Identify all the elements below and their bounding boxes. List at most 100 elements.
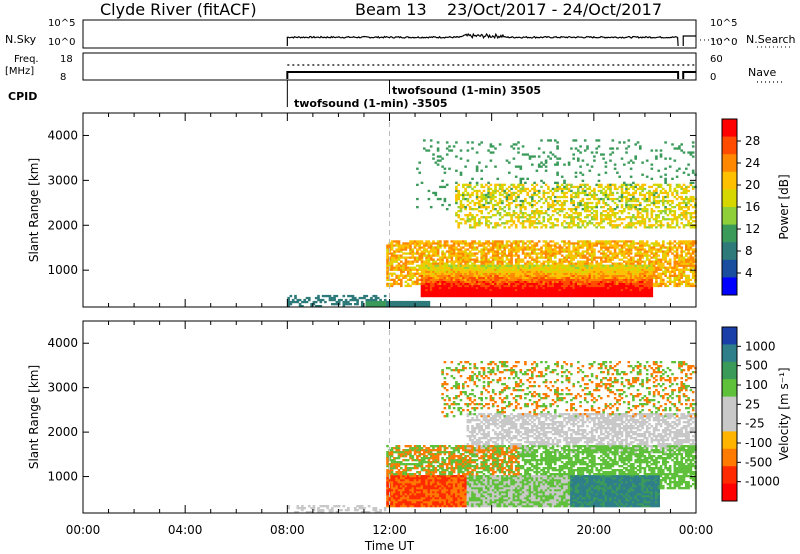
power-cell bbox=[625, 284, 628, 288]
power-cell bbox=[535, 268, 539, 271]
power-cell bbox=[579, 183, 582, 186]
power-cell bbox=[386, 256, 389, 259]
power-cell bbox=[457, 250, 460, 253]
power-cell bbox=[627, 250, 631, 253]
power-cell bbox=[673, 206, 677, 209]
power-cell bbox=[535, 252, 539, 255]
power-cell bbox=[466, 266, 470, 269]
power-cell bbox=[519, 246, 523, 249]
power-cell bbox=[645, 250, 649, 253]
power-cell bbox=[565, 242, 569, 245]
power-cell bbox=[517, 286, 520, 290]
power-cell bbox=[480, 268, 483, 271]
power-cell bbox=[471, 191, 474, 195]
power-cell bbox=[400, 272, 403, 275]
power-cell bbox=[517, 272, 520, 275]
power-cell bbox=[533, 226, 536, 229]
power-cell bbox=[508, 294, 511, 298]
power-cell bbox=[588, 284, 592, 288]
power-cell bbox=[508, 268, 511, 271]
power-cell bbox=[652, 256, 656, 259]
power-cell bbox=[517, 256, 520, 259]
power-cell bbox=[480, 250, 483, 253]
power-cell bbox=[411, 300, 415, 304]
power-cell bbox=[558, 274, 562, 277]
power-cell bbox=[489, 274, 493, 277]
power-cell bbox=[588, 244, 592, 247]
power-cell bbox=[455, 292, 458, 296]
power-cell bbox=[505, 187, 509, 191]
power-cell bbox=[556, 157, 559, 160]
power-cell bbox=[480, 264, 483, 267]
power-cell bbox=[480, 252, 483, 255]
velocity-cell bbox=[386, 487, 389, 490]
power-cell bbox=[627, 280, 631, 283]
power-cell bbox=[501, 272, 504, 275]
power-cell bbox=[289, 303, 293, 306]
power-cell bbox=[613, 163, 617, 166]
power-cell bbox=[512, 288, 516, 292]
power-cell bbox=[595, 203, 598, 207]
velocity-cell bbox=[363, 511, 366, 514]
velocity-cell bbox=[319, 509, 323, 512]
power-cell bbox=[632, 290, 635, 294]
velocity-cell bbox=[296, 505, 300, 508]
power-cell bbox=[618, 218, 621, 221]
power-cell bbox=[544, 161, 548, 164]
power-cell bbox=[464, 248, 467, 251]
power-cell bbox=[517, 220, 520, 223]
power-cell bbox=[652, 270, 656, 273]
power-cell bbox=[579, 260, 582, 263]
power-cell bbox=[413, 258, 417, 261]
velocity-cell bbox=[390, 451, 394, 454]
power-cell bbox=[632, 203, 635, 207]
power-cell bbox=[655, 268, 658, 271]
power-cell bbox=[595, 216, 598, 219]
power-cell bbox=[524, 189, 527, 193]
power-cell bbox=[512, 183, 516, 186]
power-cell bbox=[650, 288, 654, 292]
velocity-cell bbox=[393, 503, 396, 506]
power-cell bbox=[528, 262, 532, 265]
power-cell bbox=[528, 264, 532, 267]
power-cell bbox=[397, 256, 401, 259]
power-cell bbox=[648, 294, 651, 298]
power-cell bbox=[634, 206, 637, 209]
power-cell bbox=[542, 288, 546, 292]
power-cell bbox=[475, 282, 479, 286]
power-cell bbox=[659, 244, 663, 247]
power-cell bbox=[533, 222, 536, 225]
power-cell bbox=[673, 214, 677, 217]
power-cell bbox=[549, 197, 552, 201]
power-cell bbox=[680, 208, 683, 211]
power-cell bbox=[496, 274, 500, 277]
power-cell bbox=[354, 298, 357, 302]
power-cell bbox=[687, 197, 690, 201]
power-cell bbox=[450, 246, 454, 249]
velocity-cell bbox=[374, 511, 378, 514]
power-cell bbox=[648, 270, 651, 273]
power-cell bbox=[416, 240, 419, 243]
power-cell bbox=[567, 274, 571, 277]
power-cell bbox=[482, 258, 486, 261]
power-cell bbox=[588, 270, 592, 273]
power-cell bbox=[475, 183, 479, 186]
power-cell bbox=[581, 254, 585, 257]
power-cell bbox=[388, 272, 392, 275]
power-cell bbox=[540, 276, 543, 279]
power-cell bbox=[542, 191, 546, 195]
power-cell bbox=[487, 216, 490, 219]
power-cell bbox=[445, 244, 449, 247]
power-cell bbox=[641, 248, 644, 251]
power-cell bbox=[524, 226, 527, 229]
power-cell bbox=[342, 303, 346, 306]
cpid-entry-2: twofsound (1-min) -3505 bbox=[294, 97, 448, 110]
power-cell bbox=[344, 303, 348, 306]
power-cell bbox=[687, 242, 690, 245]
power-cell bbox=[632, 274, 635, 277]
power-cell bbox=[468, 260, 472, 263]
power-cell bbox=[623, 292, 626, 296]
power-cell bbox=[485, 206, 488, 209]
power-cell bbox=[512, 242, 516, 245]
power-cell bbox=[457, 292, 460, 296]
